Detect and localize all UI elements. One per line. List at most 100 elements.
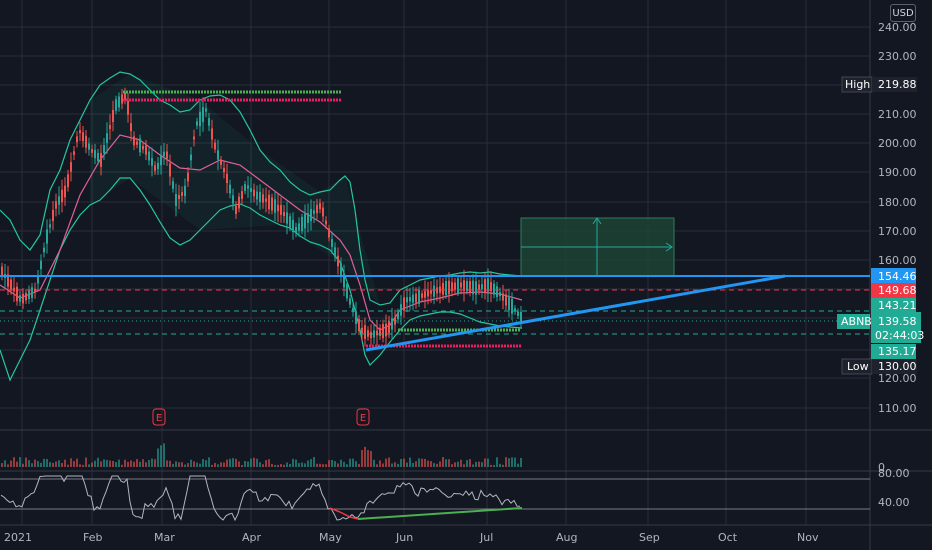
bar-countdown: 02:44:03 bbox=[875, 329, 924, 342]
earnings-marker[interactable]: E bbox=[356, 408, 370, 426]
candle-body bbox=[448, 280, 450, 295]
volume-bar bbox=[58, 460, 60, 467]
candle-body bbox=[346, 283, 348, 299]
volume-bar bbox=[55, 461, 57, 467]
candle-body bbox=[460, 282, 462, 288]
volume-bar bbox=[367, 450, 369, 467]
candle-body bbox=[409, 297, 411, 302]
volume-bar bbox=[475, 461, 477, 467]
volume-bar bbox=[289, 463, 291, 467]
candle-body bbox=[469, 281, 471, 293]
volume-bar bbox=[25, 457, 27, 467]
volume-bar bbox=[316, 463, 318, 467]
candle-body bbox=[415, 293, 417, 303]
candle-body bbox=[244, 184, 246, 191]
candle-body bbox=[259, 192, 261, 202]
volume-bar bbox=[382, 463, 384, 467]
level-label-154: 154.46 bbox=[878, 270, 917, 283]
volume-bar bbox=[244, 461, 246, 467]
volume-bar bbox=[64, 459, 66, 467]
volume-bar bbox=[328, 460, 330, 467]
trendline[interactable] bbox=[365, 274, 786, 352]
candle-body bbox=[253, 189, 255, 197]
volume-bar bbox=[469, 459, 471, 467]
volume-bar bbox=[118, 459, 120, 467]
volume-bar bbox=[220, 462, 222, 467]
earnings-marker-label: E bbox=[360, 413, 366, 424]
candle-body bbox=[202, 107, 204, 122]
position-tool-arrow-up bbox=[592, 217, 602, 225]
volume-bar bbox=[169, 460, 171, 467]
candle-body bbox=[241, 191, 243, 199]
volume-bar bbox=[139, 461, 141, 467]
price-tick: 240.00 bbox=[878, 21, 917, 34]
candle-body bbox=[412, 294, 414, 303]
candle-body bbox=[433, 285, 435, 297]
candle-body bbox=[505, 294, 507, 306]
price-tick: 170.00 bbox=[878, 225, 917, 238]
volume-bar bbox=[397, 463, 399, 467]
candle-body bbox=[295, 227, 297, 233]
candle-body bbox=[124, 92, 126, 100]
volume-bar bbox=[73, 461, 75, 467]
candle-body bbox=[430, 290, 432, 294]
earnings-marker[interactable]: E bbox=[152, 408, 166, 426]
volume-bar bbox=[274, 464, 276, 467]
candle-body bbox=[517, 311, 519, 316]
rsi-tick: 80.00 bbox=[878, 467, 910, 480]
candle-body bbox=[292, 219, 294, 233]
price-axis[interactable]: 240.00 230.00 210.00 200.00 190.00 180.0… bbox=[878, 21, 917, 509]
candle-body bbox=[91, 149, 93, 153]
volume-bar bbox=[124, 459, 126, 467]
candle-body bbox=[127, 100, 129, 115]
currency-button[interactable]: USD bbox=[890, 4, 916, 22]
volume-bar bbox=[283, 464, 285, 467]
candle-body bbox=[322, 207, 324, 217]
candle-body bbox=[49, 224, 51, 228]
candle-body bbox=[514, 308, 516, 312]
candle-body bbox=[223, 167, 225, 173]
candle-body bbox=[271, 197, 273, 211]
volume-bar bbox=[1, 463, 3, 467]
candle-body bbox=[145, 145, 147, 155]
candle-body bbox=[94, 149, 96, 159]
volume-bar bbox=[268, 459, 270, 467]
candle-body bbox=[85, 135, 87, 148]
candle-body bbox=[478, 284, 480, 291]
candle-body bbox=[229, 184, 231, 194]
volume-bar bbox=[343, 461, 345, 467]
volume-bar bbox=[88, 464, 90, 467]
volume-bar bbox=[4, 460, 6, 467]
volume-bar bbox=[319, 463, 321, 467]
time-tick: Sep bbox=[639, 531, 660, 544]
low-value: 130.00 bbox=[878, 360, 917, 373]
candle-body bbox=[190, 154, 192, 161]
volume-bar bbox=[418, 458, 420, 467]
rsi-divergence-line[interactable] bbox=[357, 507, 523, 520]
volume-bar bbox=[76, 458, 78, 467]
candle-body bbox=[88, 143, 90, 150]
volume-bar bbox=[325, 464, 327, 467]
time-axis[interactable]: 2021 Feb Mar Apr May Jun Jul Aug Sep Oct… bbox=[4, 531, 819, 544]
volume-bar bbox=[349, 458, 351, 467]
candle-body bbox=[355, 311, 357, 324]
candle-body bbox=[40, 260, 42, 270]
volume-bar bbox=[91, 462, 93, 467]
candle-body bbox=[250, 187, 252, 193]
volume-bar bbox=[436, 463, 438, 467]
grid bbox=[0, 0, 870, 525]
volume-bar bbox=[112, 460, 114, 467]
volume-bar bbox=[502, 464, 504, 467]
candle-body bbox=[397, 312, 399, 320]
volume-bar bbox=[370, 450, 372, 467]
volume-bar bbox=[181, 462, 183, 467]
candle-body bbox=[82, 132, 84, 142]
candle-body bbox=[319, 203, 321, 209]
price-tick: 210.00 bbox=[878, 108, 917, 121]
volume-bar bbox=[175, 461, 177, 467]
candle-body bbox=[472, 280, 474, 295]
volume-bar bbox=[46, 459, 48, 467]
candle-body bbox=[283, 211, 285, 217]
volume-bar bbox=[517, 463, 519, 467]
